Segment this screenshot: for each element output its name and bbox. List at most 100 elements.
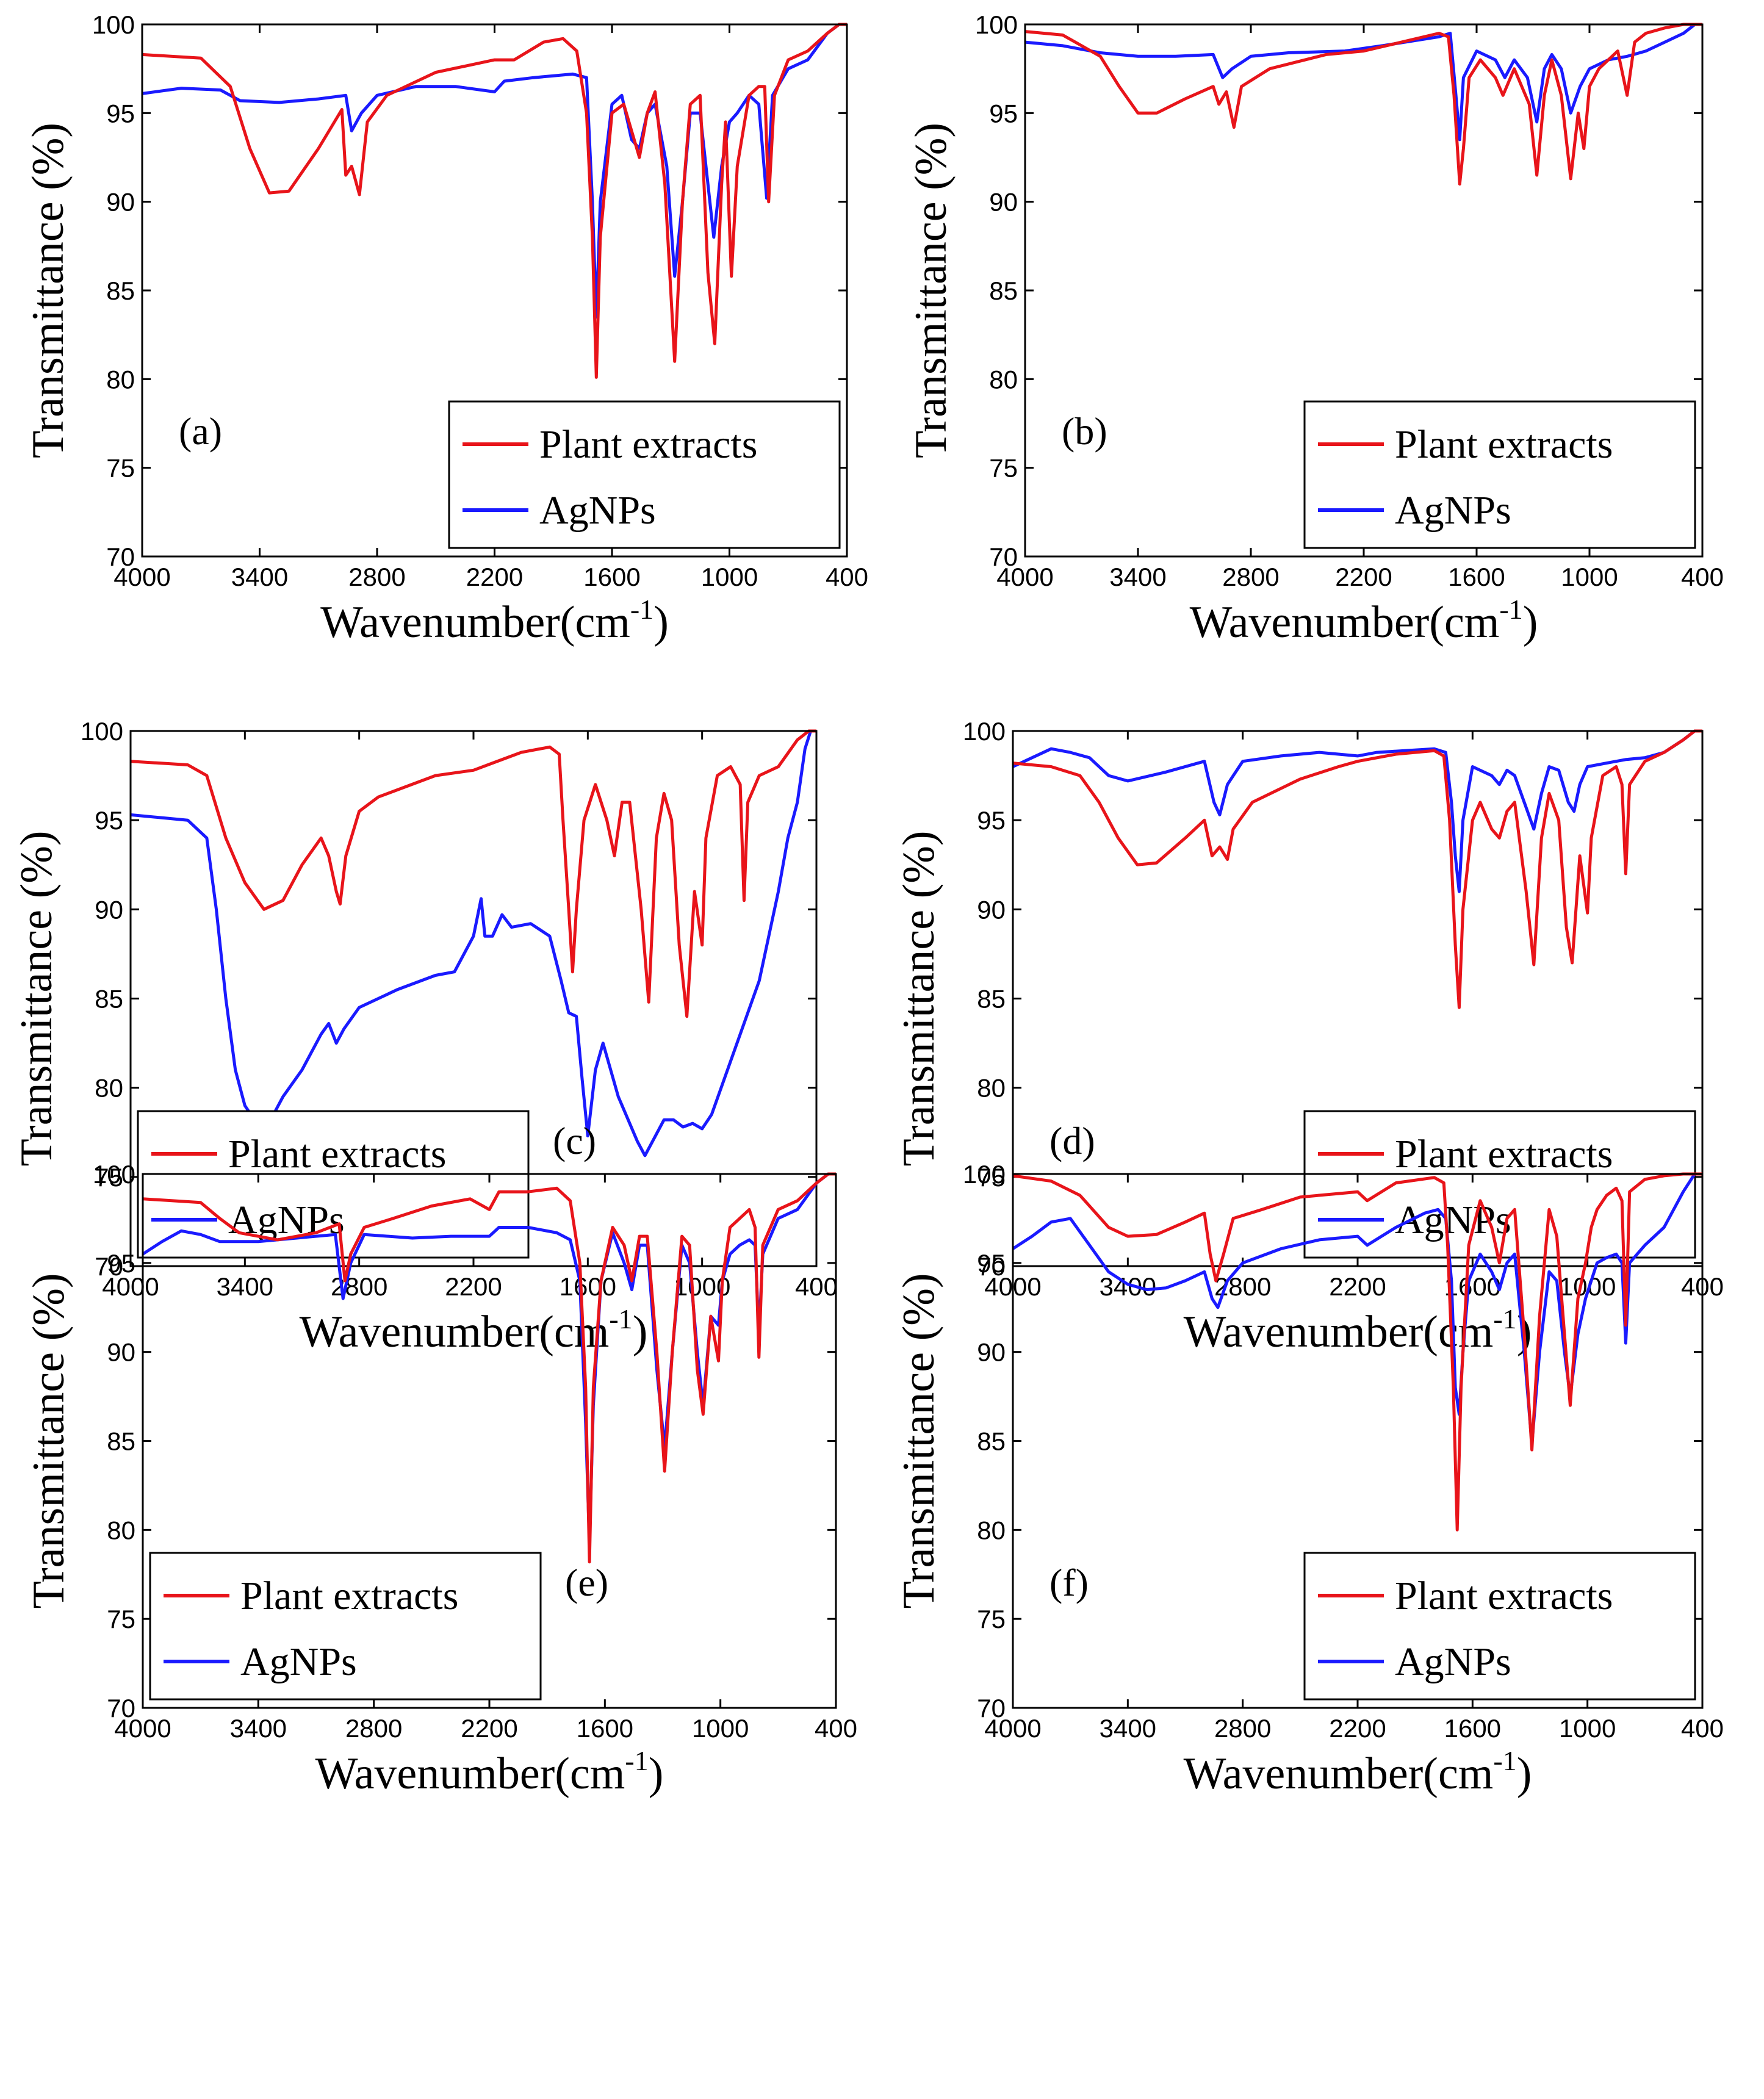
y-tick-label: 80 bbox=[107, 1516, 135, 1544]
x-axis-title: Wavenumber(cm-1) bbox=[300, 1303, 648, 1357]
y-tick-label: 95 bbox=[989, 99, 1018, 128]
x-axis-title-superscript: -1 bbox=[1499, 594, 1522, 625]
x-tick-label: 2200 bbox=[466, 563, 523, 591]
panel-label: (d) bbox=[1049, 1119, 1095, 1162]
x-axis-title-main: Wavenumber(cm bbox=[320, 597, 630, 647]
legend-label-plant-extracts: Plant extracts bbox=[228, 1132, 446, 1176]
x-tick-label: 2800 bbox=[345, 1714, 402, 1743]
y-tick-label: 85 bbox=[106, 276, 135, 305]
y-tick-label: 80 bbox=[989, 365, 1018, 394]
panel-a: 4000 3400 2800 2200 1600 1000 400 70 75 80 85 90 95 1… bbox=[23, 10, 868, 647]
panel-b: 4000 3400 2800 2200 1600 1000 400 70 75 80 85 90 95 1… bbox=[906, 10, 1724, 647]
x-axis-title-close: ) bbox=[653, 597, 669, 647]
x-tick-label: 400 bbox=[1681, 563, 1724, 591]
x-axis-title-close: ) bbox=[633, 1307, 648, 1357]
x-axis-title-superscript: -1 bbox=[609, 1303, 632, 1334]
x-tick-label: 4000 bbox=[996, 563, 1053, 591]
panel-label: (b) bbox=[1062, 409, 1107, 453]
y-axis-title: Transmittance (%) bbox=[12, 830, 62, 1166]
x-tick-label: 3400 bbox=[1100, 1272, 1156, 1301]
y-tick-label: 80 bbox=[977, 1074, 1006, 1103]
y-tick-label: 90 bbox=[989, 188, 1018, 217]
series-line-agnps bbox=[1012, 729, 1702, 893]
series-line-plant-extracts bbox=[1012, 729, 1702, 1009]
x-axis-title-main: Wavenumber(cm bbox=[300, 1307, 610, 1357]
panel-label: (c) bbox=[553, 1119, 596, 1162]
y-tick-label: 85 bbox=[977, 985, 1006, 1013]
y-tick-label: 75 bbox=[989, 454, 1018, 483]
y-tick-label: 100 bbox=[81, 717, 123, 746]
y-tick-label: 90 bbox=[977, 1338, 1006, 1367]
x-tick-label: 1600 bbox=[1444, 1714, 1501, 1743]
legend-label-agnps: AgNPs bbox=[1395, 488, 1511, 533]
x-tick-label: 3400 bbox=[231, 563, 288, 591]
x-tick-label: 400 bbox=[795, 1272, 838, 1301]
y-tick-label: 95 bbox=[106, 99, 135, 128]
x-axis-title-superscript: -1 bbox=[630, 594, 653, 625]
legend-box bbox=[1303, 1552, 1696, 1701]
x-tick-label: 1600 bbox=[577, 1714, 633, 1743]
x-tick-label: 2800 bbox=[1214, 1272, 1271, 1301]
y-tick-label: 70 bbox=[107, 1694, 135, 1723]
series-line-agnps bbox=[1024, 23, 1702, 142]
legend-box bbox=[1303, 1110, 1696, 1259]
x-axis-title-close: ) bbox=[649, 1749, 664, 1799]
y-tick-label: 80 bbox=[95, 1074, 123, 1103]
y-tick-label: 95 bbox=[107, 1249, 135, 1278]
x-axis-title-main: Wavenumber(cm bbox=[1184, 1749, 1494, 1799]
legend: Plant extracts AgNPs bbox=[149, 1552, 542, 1701]
y-tick-label: 90 bbox=[95, 895, 123, 924]
y-tick-label: 85 bbox=[977, 1427, 1006, 1456]
legend-label-agnps: AgNPs bbox=[240, 1640, 357, 1684]
series-line-plant-extracts bbox=[130, 729, 816, 1018]
x-tick-label: 2200 bbox=[1335, 563, 1392, 591]
y-tick-label: 90 bbox=[977, 895, 1006, 924]
legend-label-plant-extracts: Plant extracts bbox=[1395, 1132, 1613, 1176]
legend-label-plant-extracts: Plant extracts bbox=[1395, 422, 1613, 467]
series-line-agnps bbox=[142, 23, 847, 319]
y-axis-title: Transmittance (%) bbox=[23, 123, 73, 458]
y-tick-label: 95 bbox=[977, 806, 1006, 835]
y-axis-title: Transmittance (%) bbox=[24, 1273, 74, 1608]
x-tick-label: 4000 bbox=[114, 1714, 171, 1743]
y-axis-title: Transmittance (%) bbox=[906, 123, 956, 458]
series-line-plant-extracts bbox=[142, 1172, 836, 1564]
x-tick-label: 1600 bbox=[1448, 563, 1505, 591]
x-axis-title-main: Wavenumber(cm bbox=[1190, 597, 1500, 647]
x-axis-title: Wavenumber(cm-1) bbox=[320, 594, 669, 647]
x-tick-label: 4000 bbox=[113, 563, 170, 591]
y-tick-label: 95 bbox=[95, 806, 123, 835]
y-tick-label: 70 bbox=[977, 1252, 1006, 1281]
x-tick-label: 1000 bbox=[1559, 1714, 1616, 1743]
x-tick-label: 3400 bbox=[1100, 1714, 1156, 1743]
x-tick-label: 2200 bbox=[1329, 1714, 1386, 1743]
x-tick-label: 1000 bbox=[1561, 563, 1618, 591]
x-axis-title-superscript: -1 bbox=[625, 1745, 648, 1776]
y-tick-label: 75 bbox=[95, 1163, 123, 1192]
y-tick-label: 80 bbox=[106, 365, 135, 394]
legend: Plant extracts AgNPs bbox=[448, 400, 841, 549]
legend-box bbox=[137, 1110, 530, 1259]
x-tick-label: 2800 bbox=[348, 563, 405, 591]
x-tick-label: 400 bbox=[826, 563, 868, 591]
y-tick-label: 100 bbox=[975, 10, 1018, 39]
x-axis-title-close: ) bbox=[1523, 597, 1538, 647]
y-tick-label: 85 bbox=[95, 985, 123, 1013]
y-tick-label: 70 bbox=[977, 1694, 1006, 1723]
legend-box bbox=[448, 400, 841, 549]
y-tick-label: 70 bbox=[95, 1252, 123, 1281]
x-axis-title: Wavenumber(cm-1) bbox=[315, 1745, 664, 1799]
x-tick-label: 400 bbox=[1681, 1714, 1724, 1743]
legend-box bbox=[1303, 400, 1696, 549]
y-tick-label: 85 bbox=[107, 1427, 135, 1456]
y-tick-label: 85 bbox=[989, 276, 1018, 305]
x-tick-label: 1600 bbox=[560, 1272, 616, 1301]
y-tick-label: 70 bbox=[106, 542, 135, 571]
y-axis-title: Transmittance (%) bbox=[894, 830, 944, 1166]
y-tick-label: 75 bbox=[977, 1605, 1006, 1633]
y-tick-label: 75 bbox=[977, 1163, 1006, 1192]
x-tick-label: 2800 bbox=[1222, 563, 1279, 591]
panel-c: 4000 3400 2800 2200 1600 1000 4007075808590951… bbox=[12, 717, 838, 1357]
series-line-agnps bbox=[142, 1172, 836, 1546]
